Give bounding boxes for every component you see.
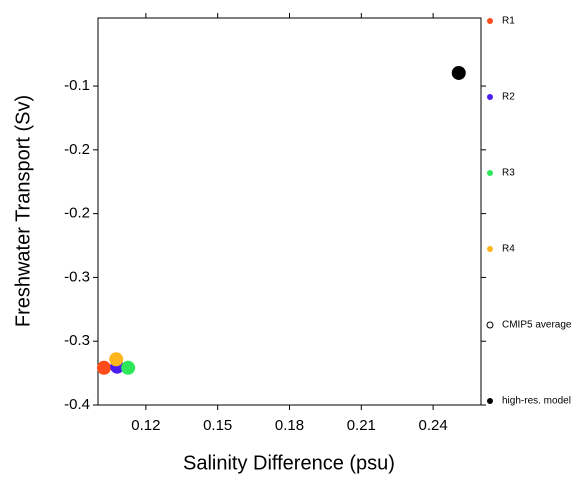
y-tick-label: -0.2 (64, 141, 90, 158)
legend-label: high-res. model (502, 396, 571, 407)
legend-marker (486, 321, 494, 329)
legend-marker (487, 94, 493, 100)
y-tick-label: -0.3 (64, 332, 90, 349)
x-axis-label: Salinity Difference (psu) (183, 452, 395, 474)
legend-marker (487, 398, 493, 404)
x-tick-label: 0.12 (131, 417, 160, 434)
legend-label: R2 (502, 92, 515, 103)
y-tick-label: -0.3 (64, 268, 90, 285)
y-axis-label: Freshwater Transport (Sv) (12, 95, 34, 327)
legend-marker (487, 246, 493, 252)
x-tick-label: 0.18 (275, 417, 304, 434)
point (109, 352, 124, 367)
x-tick-label: 0.15 (203, 417, 232, 434)
plot-frame (97, 17, 482, 406)
point (451, 65, 466, 80)
y-tick-label: -0.4 (64, 396, 90, 413)
point (121, 360, 136, 375)
x-tick-label: 0.21 (347, 417, 376, 434)
x-tick-label: 0.24 (419, 417, 448, 434)
legend-label: R3 (502, 168, 515, 179)
point (96, 360, 111, 375)
legend-label: R4 (502, 244, 515, 255)
legend-label: CMIP5 average (502, 320, 572, 331)
legend-label: R1 (502, 16, 515, 27)
legend-marker (487, 170, 493, 176)
y-tick-label: -0.2 (64, 205, 90, 222)
y-tick-label: -0.1 (64, 77, 90, 94)
legend-marker (487, 18, 493, 24)
